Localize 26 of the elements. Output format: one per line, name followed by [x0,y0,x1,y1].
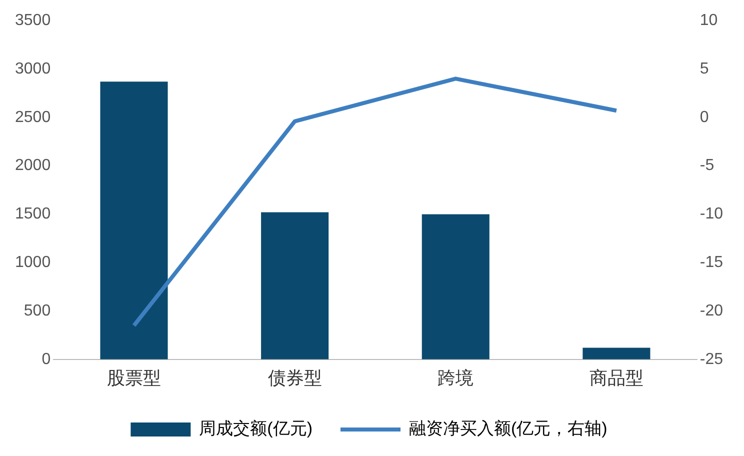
x-tick-label: 债券型 [268,368,322,388]
y2-tick-label: 0 [700,108,709,126]
x-tick-label: 跨境 [438,368,474,388]
y2-tick-label: 5 [700,60,709,78]
y-tick-label: 1000 [15,254,51,272]
legend-label: 周成交额(亿元) [199,419,313,438]
y-tick-label: 3500 [15,12,51,30]
y-tick-label: 1500 [15,206,51,223]
legend-label: 融资净买入额(亿元，右轴) [409,419,608,438]
y-tick-label: 500 [24,302,51,320]
y2-tick-label: -5 [700,157,714,174]
y2-tick-label: -10 [700,206,724,223]
y-tick-label: 2500 [15,108,51,126]
x-tick-label: 股票型 [107,368,162,388]
y-tick-label: 3000 [15,60,51,78]
y-tick-label: 2000 [15,157,51,174]
y2-tick-label: -15 [700,254,724,272]
bar [582,348,650,360]
y2-tick-label: 10 [700,12,718,30]
bar [261,212,329,360]
y2-tick-label: -25 [700,350,724,368]
bar [422,214,490,360]
y-tick-label: 0 [42,350,51,368]
y2-tick-label: -20 [700,302,724,320]
bar [100,82,168,360]
x-tick-label: 商品型 [589,368,644,388]
